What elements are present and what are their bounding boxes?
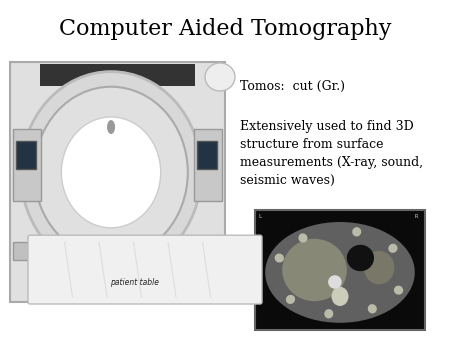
- Ellipse shape: [274, 254, 284, 263]
- Ellipse shape: [21, 72, 201, 273]
- Ellipse shape: [364, 251, 394, 284]
- Ellipse shape: [282, 239, 347, 301]
- Bar: [16, 141, 36, 169]
- Text: L: L: [258, 214, 261, 219]
- Ellipse shape: [34, 87, 188, 258]
- Circle shape: [328, 275, 342, 289]
- Ellipse shape: [324, 309, 333, 318]
- Ellipse shape: [107, 120, 115, 134]
- Ellipse shape: [265, 222, 415, 323]
- Text: R: R: [415, 214, 418, 219]
- Ellipse shape: [286, 295, 295, 304]
- Bar: [255, 210, 425, 330]
- Ellipse shape: [388, 244, 397, 253]
- Bar: [13, 129, 41, 201]
- Ellipse shape: [394, 286, 403, 295]
- FancyBboxPatch shape: [10, 62, 225, 302]
- Text: Extensively used to find 3D
structure from surface
measurements (X-ray, sound,
s: Extensively used to find 3D structure fr…: [240, 120, 423, 187]
- Ellipse shape: [352, 227, 361, 237]
- Text: Tomos:  cut (Gr.): Tomos: cut (Gr.): [240, 80, 345, 93]
- Text: patient table: patient table: [110, 278, 159, 287]
- Text: Computer Aided Tomography: Computer Aided Tomography: [59, 18, 391, 40]
- Ellipse shape: [298, 233, 307, 243]
- FancyBboxPatch shape: [28, 235, 262, 304]
- Ellipse shape: [205, 63, 235, 91]
- Ellipse shape: [61, 117, 161, 228]
- Ellipse shape: [332, 287, 348, 306]
- Bar: [40, 64, 195, 86]
- Ellipse shape: [368, 304, 377, 313]
- Bar: [194, 129, 222, 201]
- Bar: [13, 242, 35, 260]
- Bar: [197, 141, 217, 169]
- Ellipse shape: [347, 245, 374, 271]
